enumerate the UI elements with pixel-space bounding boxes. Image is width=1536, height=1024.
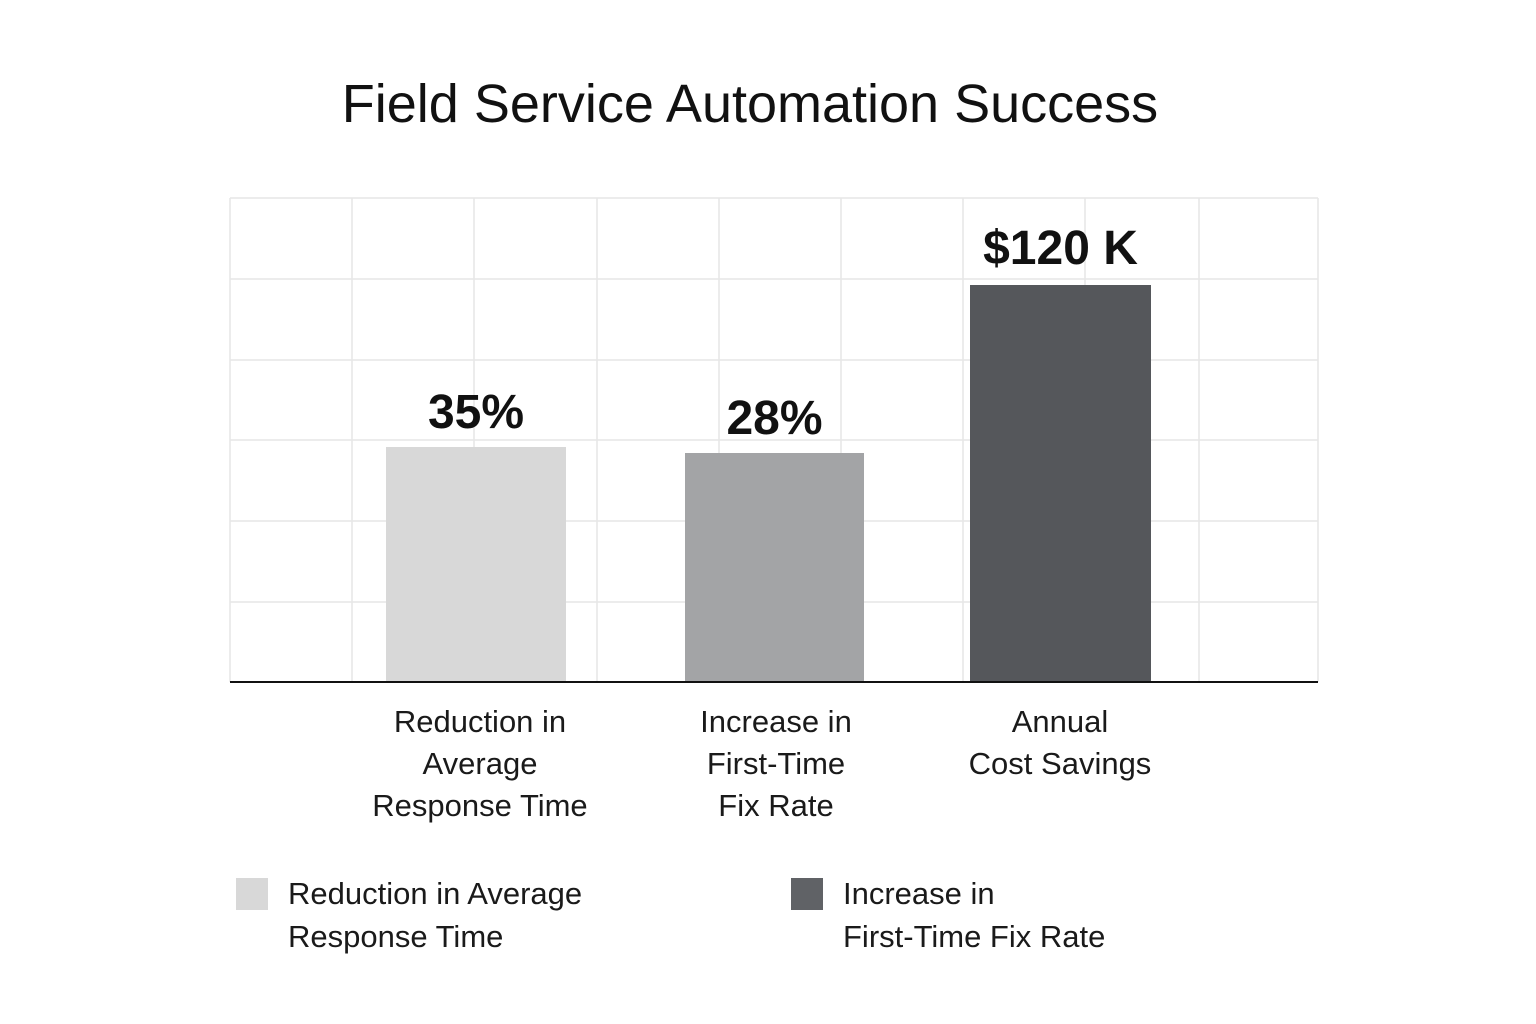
category-label-3-line-2: Cost Savings — [969, 746, 1152, 781]
legend-swatch-1 — [236, 878, 268, 910]
category-label-2-line-1: Increase in — [700, 704, 852, 739]
category-label-1-line-2: Average — [423, 746, 538, 781]
chart-title: Field Service Automation Success — [342, 74, 1158, 134]
bar-value-label-1: 35% — [428, 386, 524, 439]
category-labels: Reduction in Average Response Time Increase… — [372, 704, 1151, 823]
legend-item-1: Reduction in Average Response Time — [236, 872, 582, 958]
legend-swatch-2 — [791, 878, 823, 910]
category-label-1-line-1: Reduction in — [394, 704, 566, 739]
category-label-1-line-3: Response Time — [372, 788, 587, 823]
legend-label-2: Increase in First-Time Fix Rate — [843, 876, 1106, 954]
bar-2 — [685, 453, 864, 682]
bar-value-label-3: $120 K — [983, 222, 1138, 275]
legend-item-2: Increase in First-Time Fix Rate — [791, 872, 1105, 958]
category-label-3-line-1: Annual — [1012, 704, 1109, 739]
legend-label-1: Reduction in Average Response Time — [288, 876, 583, 954]
bar-1 — [386, 447, 566, 682]
bars: 35% 28% $120 K — [386, 222, 1151, 682]
category-label-2-line-2: First-Time — [707, 746, 845, 781]
category-label-2-line-3: Fix Rate — [718, 788, 833, 823]
bar-3 — [970, 285, 1151, 682]
bar-value-label-2: 28% — [726, 392, 822, 445]
